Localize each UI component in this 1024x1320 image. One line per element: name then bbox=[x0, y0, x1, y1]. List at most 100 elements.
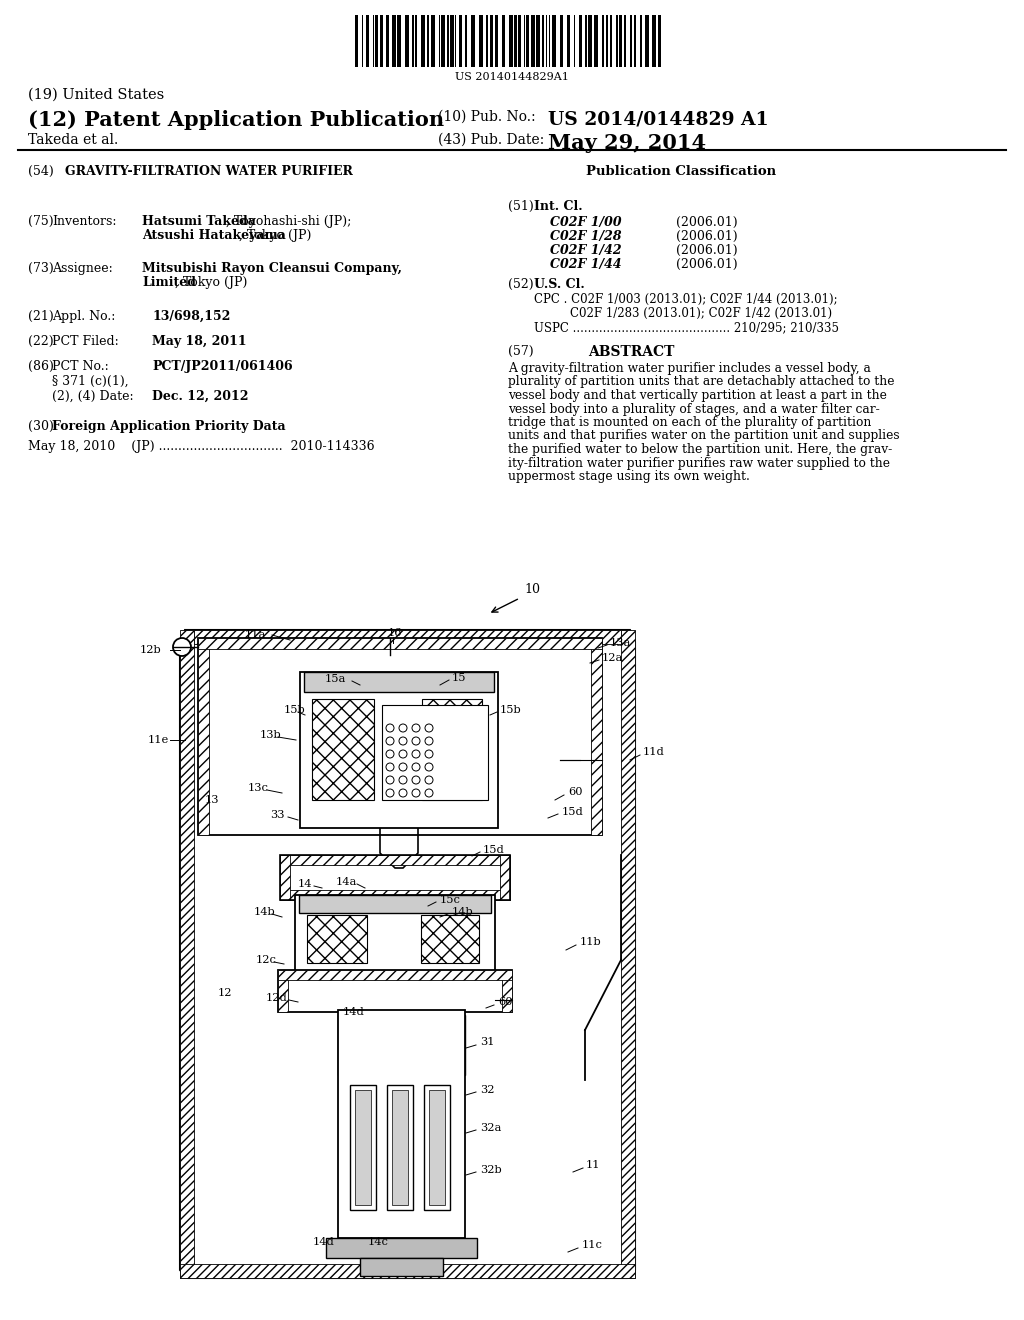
Bar bbox=[606, 15, 608, 67]
Bar bbox=[630, 15, 632, 67]
Text: 33: 33 bbox=[270, 810, 285, 820]
Text: May 18, 2010    (JP) ................................  2010-114336: May 18, 2010 (JP) ......................… bbox=[28, 440, 375, 453]
Bar bbox=[429, 1090, 445, 1205]
Text: C02F 1/00: C02F 1/00 bbox=[550, 216, 622, 228]
Bar bbox=[180, 630, 194, 1278]
Text: 12c: 12c bbox=[256, 954, 276, 965]
Bar bbox=[278, 970, 512, 979]
Text: , Tokyo (JP): , Tokyo (JP) bbox=[175, 276, 248, 289]
Text: C02F 1/42: C02F 1/42 bbox=[550, 244, 622, 257]
Text: GRAVITY-FILTRATION WATER PURIFIER: GRAVITY-FILTRATION WATER PURIFIER bbox=[65, 165, 353, 178]
Text: Takeda et al.: Takeda et al. bbox=[28, 133, 118, 147]
Bar bbox=[415, 15, 417, 67]
Text: US 20140144829A1: US 20140144829A1 bbox=[455, 73, 569, 82]
Text: 14: 14 bbox=[298, 879, 312, 888]
Bar bbox=[280, 855, 290, 900]
Bar bbox=[459, 15, 462, 67]
Text: 12d: 12d bbox=[266, 993, 288, 1003]
Text: 11e: 11e bbox=[148, 735, 169, 744]
Bar bbox=[602, 15, 604, 67]
Bar bbox=[634, 15, 636, 67]
Text: C02F 1/283 (2013.01); C02F 1/42 (2013.01): C02F 1/283 (2013.01); C02F 1/42 (2013.01… bbox=[570, 308, 833, 319]
Bar bbox=[486, 15, 488, 67]
Text: USPC .......................................... 210/295; 210/335: USPC ...................................… bbox=[534, 321, 839, 334]
Bar bbox=[514, 15, 517, 67]
Bar bbox=[366, 15, 369, 67]
Circle shape bbox=[173, 638, 191, 656]
Text: 11: 11 bbox=[586, 1160, 600, 1170]
Text: 15a: 15a bbox=[325, 675, 346, 684]
Text: 13: 13 bbox=[205, 795, 219, 805]
Bar bbox=[392, 15, 396, 67]
Text: (2006.01): (2006.01) bbox=[676, 230, 737, 243]
Bar bbox=[509, 15, 513, 67]
Bar bbox=[412, 15, 414, 67]
Bar bbox=[312, 700, 374, 800]
Text: C02F 1/28: C02F 1/28 bbox=[550, 230, 622, 243]
Bar bbox=[355, 1090, 371, 1205]
Text: 60: 60 bbox=[498, 997, 512, 1007]
Text: 15b: 15b bbox=[284, 705, 306, 715]
Text: 12a: 12a bbox=[602, 653, 624, 663]
Text: 11d: 11d bbox=[643, 747, 665, 756]
Bar bbox=[421, 915, 479, 964]
Text: vessel body and that vertically partition at least a part in the: vessel body and that vertically partitio… bbox=[508, 389, 887, 403]
Bar bbox=[307, 915, 367, 964]
Text: May 29, 2014: May 29, 2014 bbox=[548, 133, 707, 153]
Text: 14d: 14d bbox=[343, 1007, 365, 1016]
Text: (12) Patent Application Publication: (12) Patent Application Publication bbox=[28, 110, 444, 129]
Text: 14d: 14d bbox=[313, 1237, 335, 1247]
Text: 14b: 14b bbox=[254, 907, 275, 917]
Bar bbox=[380, 15, 383, 67]
Text: (22): (22) bbox=[28, 335, 53, 348]
Bar bbox=[536, 15, 540, 67]
Bar bbox=[386, 15, 389, 67]
Text: Appl. No.:: Appl. No.: bbox=[52, 310, 116, 323]
Bar bbox=[387, 1085, 413, 1210]
Text: units and that purifies water on the partition unit and supplies: units and that purifies water on the par… bbox=[508, 429, 900, 442]
Text: May 18, 2011: May 18, 2011 bbox=[152, 335, 247, 348]
Bar bbox=[658, 15, 662, 67]
Text: Atsushi Hatakeyama: Atsushi Hatakeyama bbox=[142, 228, 286, 242]
Text: 15d: 15d bbox=[483, 845, 505, 855]
Bar bbox=[447, 15, 449, 67]
Text: Dec. 12, 2012: Dec. 12, 2012 bbox=[152, 389, 249, 403]
Bar bbox=[465, 15, 467, 67]
Text: 13/698,152: 13/698,152 bbox=[152, 310, 230, 323]
Bar bbox=[567, 15, 570, 67]
Text: 31: 31 bbox=[480, 1038, 495, 1047]
Text: (75): (75) bbox=[28, 215, 53, 228]
Bar bbox=[360, 1258, 443, 1276]
Bar bbox=[645, 15, 649, 67]
Bar bbox=[280, 855, 510, 900]
Bar bbox=[431, 15, 435, 67]
Bar bbox=[355, 15, 358, 67]
Text: 12b: 12b bbox=[140, 645, 162, 655]
Text: (57): (57) bbox=[508, 345, 534, 358]
Text: (10) Pub. No.:: (10) Pub. No.: bbox=[438, 110, 536, 124]
Bar bbox=[618, 15, 622, 67]
Bar bbox=[304, 672, 494, 692]
Bar bbox=[278, 970, 288, 1012]
Bar bbox=[624, 15, 626, 67]
Bar bbox=[198, 638, 209, 836]
Text: 14a: 14a bbox=[336, 876, 357, 887]
Text: (30): (30) bbox=[28, 420, 54, 433]
Text: Assignee:: Assignee: bbox=[52, 261, 113, 275]
Text: 60: 60 bbox=[568, 787, 583, 797]
Bar bbox=[471, 15, 475, 67]
Text: (43) Pub. Date:: (43) Pub. Date: bbox=[438, 133, 544, 147]
Bar bbox=[502, 970, 512, 1012]
Text: 32: 32 bbox=[480, 1085, 495, 1096]
Bar bbox=[392, 1090, 408, 1205]
Text: 12: 12 bbox=[218, 987, 232, 998]
Bar bbox=[350, 1085, 376, 1210]
Text: 32b: 32b bbox=[480, 1166, 502, 1175]
Text: CPC . C02F 1/003 (2013.01); C02F 1/44 (2013.01);: CPC . C02F 1/003 (2013.01); C02F 1/44 (2… bbox=[534, 293, 838, 306]
Text: 15: 15 bbox=[452, 673, 467, 682]
Text: Mitsubishi Rayon Cleansui Company,: Mitsubishi Rayon Cleansui Company, bbox=[142, 261, 402, 275]
Bar bbox=[427, 15, 429, 67]
Bar bbox=[531, 15, 535, 67]
Text: (2), (4) Date:: (2), (4) Date: bbox=[52, 389, 133, 403]
Bar bbox=[295, 895, 495, 985]
